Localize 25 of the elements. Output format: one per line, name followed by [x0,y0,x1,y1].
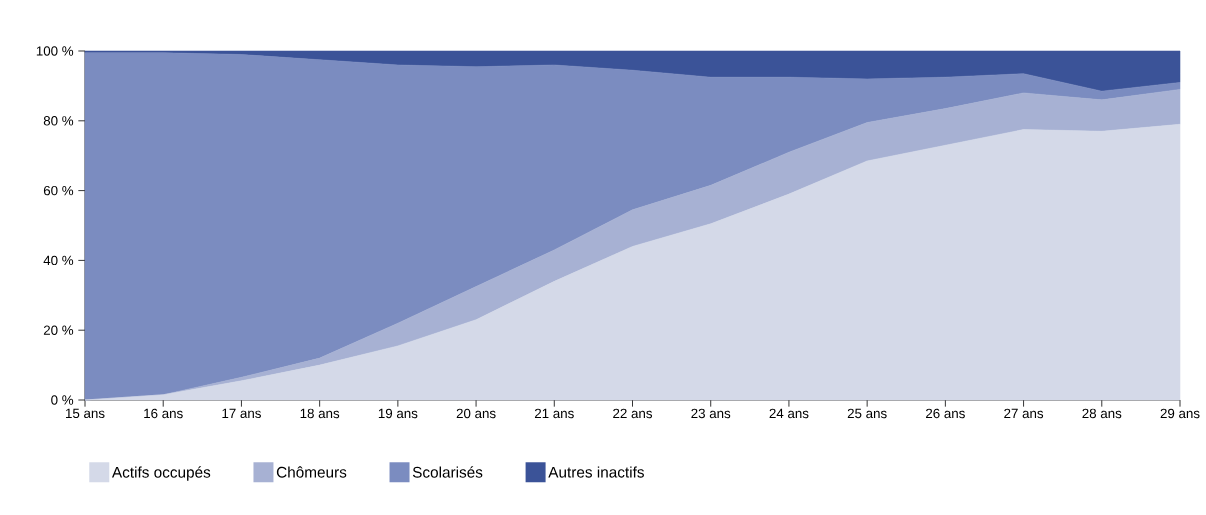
y-tick-label: 80 % [43,116,74,126]
y-tick-label: 100 % [36,46,74,56]
x-tick-label: 16 ans [144,408,183,419]
y-tick-label: 0 % [51,395,74,405]
x-tick-label: 26 ans [926,408,965,419]
x-tick-label: 24 ans [769,408,809,419]
x-tick-label: 28 ans [1082,408,1122,419]
x-tick-label: 19 ans [378,408,418,419]
x-tick-label: 29 ans [1160,408,1200,419]
x-tick-label: 23 ans [691,408,731,419]
x-tick-label: 15 ans [66,408,105,419]
legend-label: Actifs occupés [111,466,211,481]
legend-label: Autres inactifs [548,466,644,478]
legend-label: Scolarisés [412,466,483,478]
x-tick-label: 18 ans [300,408,340,419]
y-tick-label: 60 % [43,185,74,196]
y-tick-label: 40 % [43,255,74,266]
x-tick-label: 21 ans [534,408,574,419]
legend-label: Chômeurs [276,466,347,478]
y-tick-label: 20 % [43,325,74,335]
x-tick-label: 20 ans [456,408,496,419]
x-tick-label: 25 ans [847,408,887,419]
x-tick-label: 22 ans [613,408,653,419]
x-tick-label: 17 ans [222,408,261,419]
x-tick-label: 27 ans [1004,408,1044,419]
